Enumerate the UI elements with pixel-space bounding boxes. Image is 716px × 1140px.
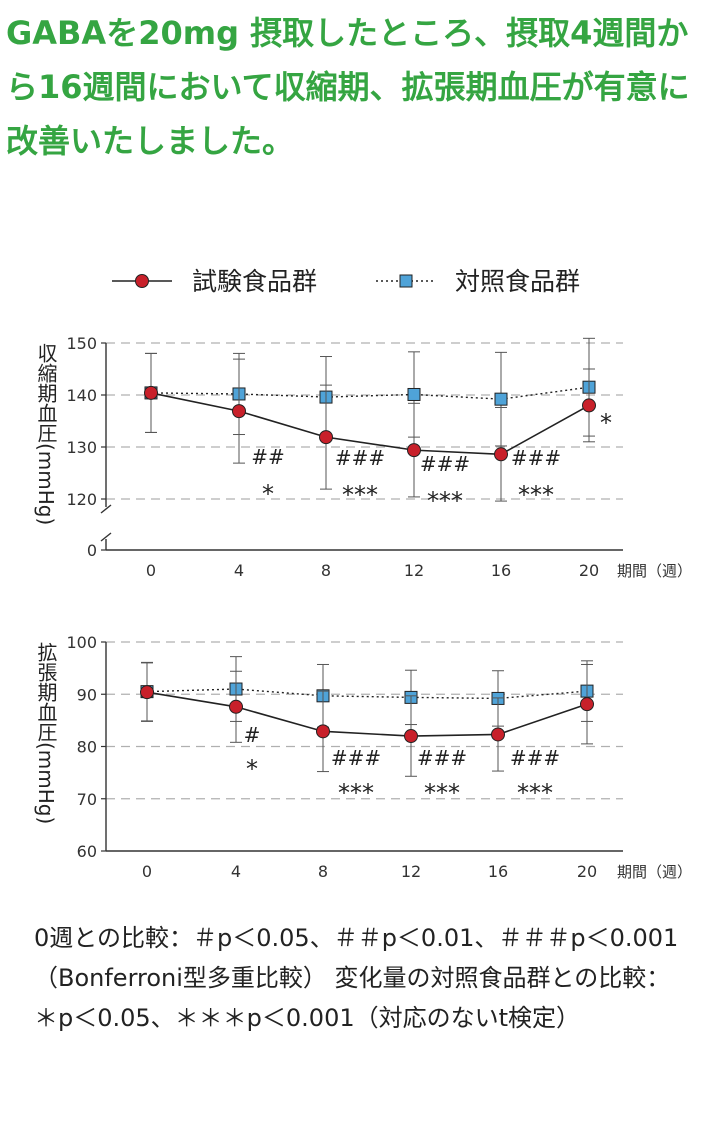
test-series-point	[580, 697, 594, 712]
y-tick-label: 100	[66, 633, 97, 652]
headline: GABAを20mg 摂取したところ、摂取4週間から16週間において収縮期、拡張期…	[6, 14, 690, 160]
significance-star-label: ***	[338, 779, 374, 807]
x-axis-label: 期間（週）	[617, 863, 692, 881]
significance-hash-label: ###	[335, 446, 385, 470]
test-series-point	[491, 727, 505, 742]
y-axis-label: 収縮期血圧(mmHg)	[34, 343, 58, 526]
y-tick-label: 70	[77, 790, 97, 809]
significance-star-label: ***	[424, 779, 460, 807]
x-tick-label: 0	[146, 561, 156, 580]
diastolic-chart: 60 70 80 90 100 0 4 8 12 16 20 期間（週） 拡張期血圧(mmHg) # * ##…	[34, 633, 692, 881]
significance-star-label: ***	[518, 481, 554, 509]
x-tick-label: 4	[231, 862, 241, 881]
control-series-line	[150, 386, 590, 400]
test-series-point	[316, 724, 330, 739]
significance-star-label: ***	[427, 487, 463, 515]
legend-control-label: 対照食品群	[455, 267, 580, 296]
x-tick-label: 12	[404, 561, 424, 580]
x-tick-label: 8	[321, 561, 331, 580]
footnote: 0週との比較：＃p＜0.05、＃＃p＜0.01、＃＃＃p＜0.001（Bonfe…	[34, 924, 679, 1032]
legend-test-marker	[135, 274, 149, 288]
test-series-point	[229, 699, 243, 714]
legend: 試験食品群 対照食品群	[112, 267, 580, 296]
y-tick-label: 0	[87, 541, 97, 560]
y-tick-label: 130	[66, 438, 97, 457]
significance-hash-label: ###	[510, 746, 560, 770]
x-tick-label: 12	[401, 862, 421, 881]
y-tick-label: 60	[77, 842, 97, 861]
legend-control-marker	[399, 274, 413, 288]
test-series-line	[150, 392, 590, 456]
control-series-point	[494, 392, 508, 406]
significance-hash-label: ###	[417, 746, 467, 770]
significance-star-label: ***	[342, 481, 378, 509]
x-tick-label: 20	[579, 561, 599, 580]
significance-star-label: *	[246, 755, 258, 783]
y-tick-label: 150	[66, 334, 97, 353]
x-tick-label: 16	[488, 862, 508, 881]
test-series-point	[404, 729, 418, 744]
significance-hash-label: ##	[251, 445, 285, 469]
legend-test-label: 試験食品群	[192, 267, 317, 296]
x-tick-label: 0	[142, 862, 152, 881]
significance-hash-label: ###	[331, 746, 381, 770]
y-tick-label: 80	[77, 738, 97, 757]
x-tick-label: 16	[491, 561, 511, 580]
control-series-line	[146, 688, 588, 700]
significance-hash-label: #	[244, 723, 261, 747]
significance-star-label: *	[600, 409, 612, 437]
x-axis-label: 期間（週）	[617, 562, 692, 580]
y-axis-label: 拡張期血圧(mmHg)	[34, 642, 58, 825]
test-series-point	[407, 443, 421, 458]
x-tick-label: 8	[318, 862, 328, 881]
test-series-point	[319, 430, 333, 445]
axis-break-mark	[100, 504, 112, 514]
test-series-line	[146, 691, 588, 737]
y-tick-label: 140	[66, 386, 97, 405]
significance-star-label: ***	[517, 779, 553, 807]
test-series-point	[582, 398, 596, 413]
control-series-point	[407, 387, 421, 401]
axis-break-mark	[100, 532, 112, 542]
significance-hash-label: ###	[511, 446, 561, 470]
test-series-point	[494, 447, 508, 462]
y-tick-label: 120	[66, 490, 97, 509]
significance-star-label: *	[262, 480, 274, 508]
y-tick-label: 90	[77, 685, 97, 704]
test-series-point	[232, 404, 246, 419]
x-tick-label: 4	[234, 561, 244, 580]
significance-hash-label: ###	[420, 452, 470, 476]
test-series-point	[144, 385, 158, 400]
systolic-chart: 0 120 130 140 150 0 4 8 12 16 20 期間（週） 収縮期血圧(mmHg) ##…	[34, 334, 692, 580]
x-tick-label: 20	[577, 862, 597, 881]
test-series-point	[140, 685, 154, 700]
